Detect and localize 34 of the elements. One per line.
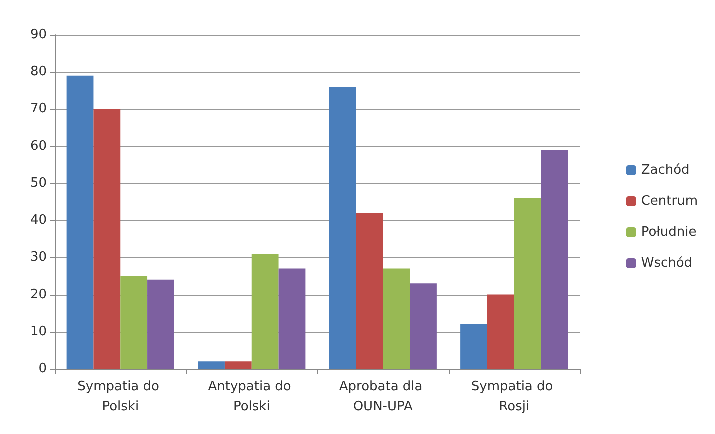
y-tick-label: 50 xyxy=(30,176,47,191)
bar xyxy=(541,150,568,369)
bar xyxy=(329,86,356,369)
x-tick-label: Aprobata dla OUN-UPA xyxy=(339,380,427,414)
bar xyxy=(278,268,306,369)
legend-label: Zachód xyxy=(641,163,690,178)
bar xyxy=(252,254,279,369)
bar xyxy=(148,280,174,369)
y-tick-label: 70 xyxy=(30,102,47,117)
x-tick-label: Antypatia do Polski xyxy=(208,380,296,414)
bar xyxy=(410,284,437,369)
legend-label: Południe xyxy=(641,225,697,240)
y-tick-label: 60 xyxy=(30,138,47,154)
bar xyxy=(356,213,384,369)
y-tick-label: 80 xyxy=(30,64,47,80)
bar xyxy=(120,276,148,369)
legend-label: Wschód xyxy=(641,256,693,271)
y-tick-label: 10 xyxy=(30,324,47,340)
legend-label: Centrum xyxy=(641,194,698,209)
bar xyxy=(487,294,514,369)
bar xyxy=(460,324,488,369)
y-tick-label: 40 xyxy=(30,213,47,228)
bar xyxy=(224,362,252,369)
bar xyxy=(66,76,94,369)
y-tick-label: 90 xyxy=(30,28,47,42)
bar xyxy=(514,198,542,369)
x-tick-label: Sympatia do Rosji xyxy=(471,380,558,414)
y-tick-label: 30 xyxy=(30,250,47,266)
bar xyxy=(198,362,225,369)
y-tick-label: 0 xyxy=(38,362,47,376)
x-tick-label: Sympatia do Polski xyxy=(78,380,164,414)
bar xyxy=(94,109,121,369)
y-tick-label: 20 xyxy=(30,287,47,302)
bar xyxy=(383,268,410,369)
